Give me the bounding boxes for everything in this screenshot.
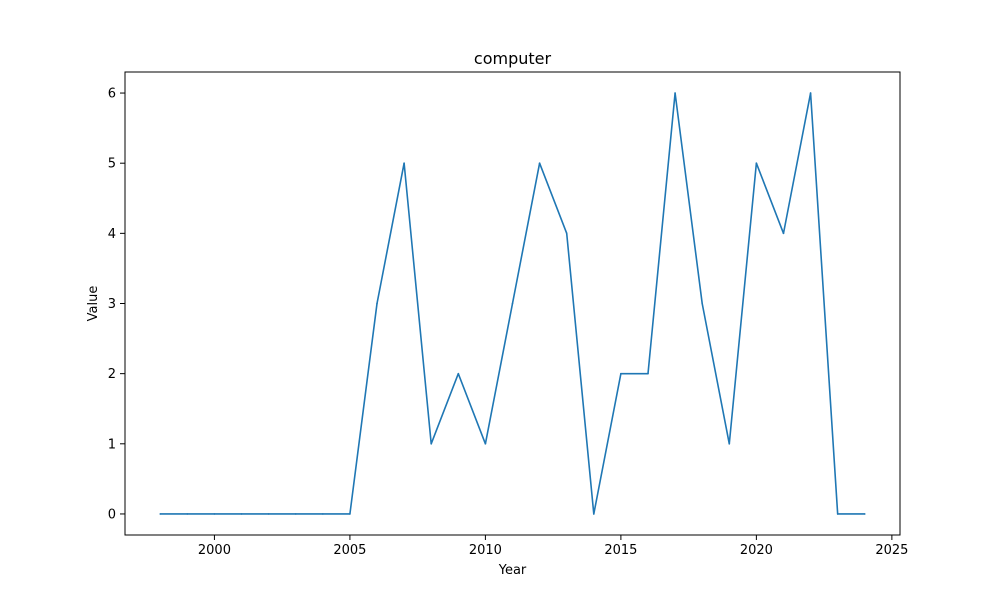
y-axis-label: Value	[86, 286, 101, 322]
data-point	[836, 513, 839, 515]
data-point	[213, 513, 216, 515]
y-tick-label: 1	[108, 437, 116, 452]
data-point	[728, 443, 731, 445]
x-axis: 2000 2005 2010 2015 2020 2025	[198, 535, 908, 558]
chart-title: computer	[474, 49, 552, 68]
y-tick-label: 6	[108, 87, 116, 102]
y-tick-label: 4	[108, 227, 116, 242]
data-point	[592, 513, 595, 515]
data-point	[565, 232, 568, 235]
data-point	[159, 513, 162, 515]
data-point	[809, 92, 812, 94]
data-point	[863, 513, 866, 515]
data-point	[403, 162, 405, 164]
data-point	[484, 443, 487, 445]
data-point	[755, 162, 758, 164]
data-point	[349, 513, 351, 515]
data-point	[511, 302, 514, 305]
x-tick-label: 2005	[333, 543, 366, 558]
data-point	[457, 372, 460, 375]
data-point	[674, 92, 676, 94]
x-tick-label: 2015	[604, 543, 637, 558]
data-point	[701, 302, 703, 305]
y-tick-label: 2	[108, 367, 116, 382]
x-tick-label: 2020	[740, 543, 773, 558]
x-axis-label: Year	[498, 563, 527, 578]
data-point	[620, 372, 622, 375]
y-axis: 0 1 2 3 4 5 6	[108, 87, 125, 522]
y-tick-label: 0	[108, 507, 116, 522]
x-tick-label: 2000	[198, 543, 231, 558]
data-point	[376, 302, 378, 305]
data-point	[294, 513, 297, 515]
data-point	[267, 513, 270, 515]
data-point	[322, 513, 324, 515]
y-tick-label: 5	[108, 157, 116, 172]
data-point	[430, 443, 433, 445]
x-tick-label: 2025	[875, 543, 908, 558]
data-point	[647, 372, 649, 375]
data-point	[538, 162, 541, 164]
data-point	[240, 513, 243, 515]
plot-area	[159, 92, 866, 515]
y-tick-label: 3	[108, 297, 116, 312]
x-tick-label: 2010	[469, 543, 502, 558]
data-point	[186, 513, 189, 515]
data-point	[782, 232, 785, 235]
